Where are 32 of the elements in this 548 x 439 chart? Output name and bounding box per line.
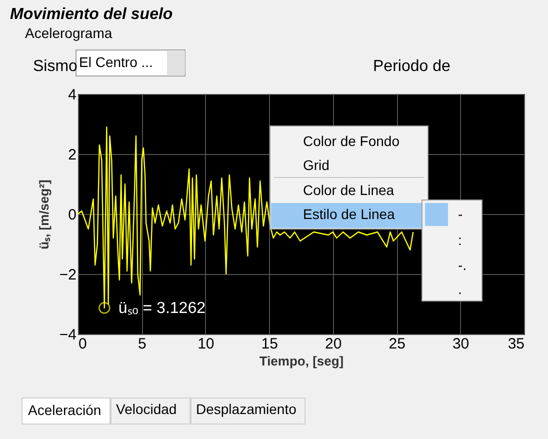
y-tick-label: 4 [68,86,76,104]
text: Desplazamiento [196,401,297,417]
annotation: Color de Linea [303,182,394,198]
annotation: : [458,232,462,248]
x-tick-label: 15 [261,336,278,352]
y-tick-label: −2 [59,266,76,284]
annotation: . [458,281,462,297]
x-tick-label: 5 [138,336,146,352]
text: Periodo de [373,58,450,75]
x-tick-label: 25 [388,336,406,352]
annotation: - [458,206,463,222]
text: El Centro ... [79,54,153,70]
text: Velocidad [116,401,177,417]
y-axis-title: üₛ, [m/seg²] [36,180,52,250]
chart-subtitle: Acelerograma [25,25,112,41]
chart-title: Movimiento del suelo [10,6,173,23]
y-tick-label: 2 [68,146,76,164]
x-tick-label: 35 [508,336,524,352]
annotation: Estilo de Linea [303,206,396,222]
x-tick-label: 10 [198,336,214,352]
y-tick-label: 0 [68,206,76,224]
annotation: Grid [303,157,330,173]
x-tick-label: 20 [325,336,342,352]
x-axis-title: Tiempo, [seg] [259,354,344,368]
x-tick-label: 0 [78,336,87,352]
x-tick-label: 30 [452,336,470,352]
y-tick-label: −4 [59,326,76,344]
text: Aceleración [28,402,102,418]
annotation: üₛₒ = 3.1262 [118,300,206,317]
annotation: -. [458,257,467,273]
text: Sismo [33,58,78,75]
annotation: Color de Fondo [303,133,400,149]
